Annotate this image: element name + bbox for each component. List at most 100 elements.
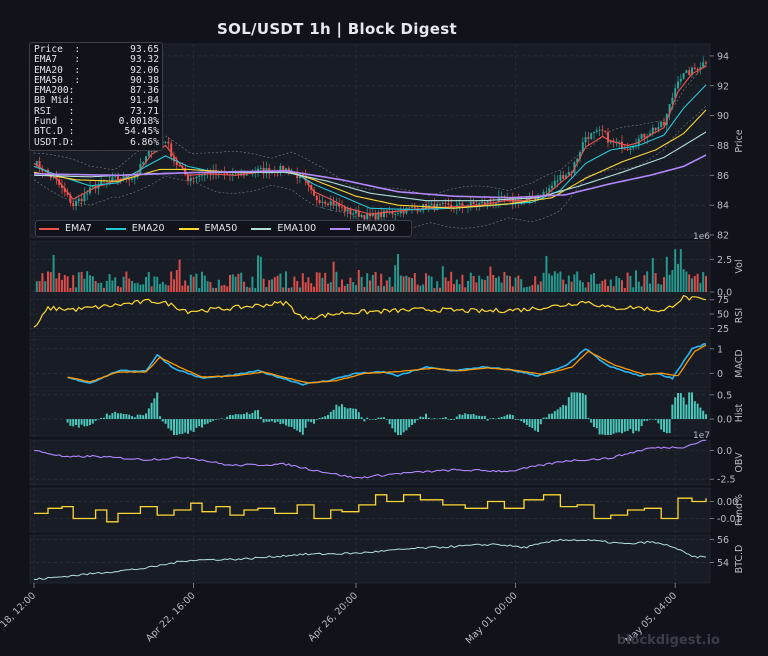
volume-bar	[439, 287, 441, 292]
candle	[679, 78, 682, 82]
volume-bar	[192, 276, 195, 292]
volume-bar	[136, 282, 139, 292]
candle	[77, 198, 80, 202]
candle	[483, 201, 486, 205]
candle	[598, 129, 601, 131]
candle	[259, 167, 262, 169]
hist-bar	[520, 419, 523, 422]
volume-bar	[408, 277, 411, 292]
y-tick-label: 86	[717, 171, 729, 182]
hist-bar	[461, 414, 464, 420]
hist-bar	[307, 419, 310, 422]
panel-macd	[29, 338, 711, 389]
volume-bar	[657, 283, 660, 292]
hist-bar	[640, 419, 643, 427]
volume-bar	[215, 288, 217, 292]
hist-bar	[318, 417, 321, 420]
line-ema7	[33, 65, 707, 215]
candle	[567, 172, 570, 176]
candle	[355, 210, 357, 214]
volume-bar	[553, 271, 556, 292]
volume-bar	[371, 274, 374, 292]
candle	[481, 201, 483, 204]
legend-label: EMA50	[204, 223, 238, 234]
volume-bar	[254, 287, 257, 292]
candle	[565, 175, 567, 179]
volume-bar	[534, 276, 537, 292]
hist-bar	[537, 419, 539, 432]
volume-bar	[301, 273, 304, 292]
hist-bar	[399, 419, 402, 436]
volume-bar	[637, 281, 640, 292]
candle	[458, 203, 461, 205]
volume-bar	[80, 271, 83, 292]
volume-bar	[285, 271, 287, 292]
hist-bar	[363, 419, 366, 422]
hist-bar	[590, 419, 593, 423]
volume-bar	[237, 273, 240, 292]
hist-bar	[615, 419, 618, 433]
volume-bar	[615, 276, 618, 292]
hist-bar	[469, 414, 472, 420]
volume-bar	[481, 279, 483, 292]
legend-label: EMA20	[131, 223, 165, 234]
hist-bar	[492, 418, 495, 420]
hist-bar	[170, 419, 173, 431]
info-label: EMA200:	[34, 85, 75, 97]
volume-bar	[567, 275, 570, 292]
candle	[604, 130, 607, 133]
hist-bar	[623, 419, 626, 432]
hist-bar	[282, 419, 285, 424]
candle	[318, 200, 321, 203]
volume-bar	[304, 282, 307, 292]
hist-bar	[570, 392, 573, 420]
y-axis-label: RSI	[734, 308, 745, 323]
info-value: 54.45%	[124, 126, 159, 138]
hist-bar	[665, 419, 668, 434]
volume-bar	[503, 272, 506, 292]
y-tick-label: -0.01	[717, 514, 742, 525]
panel-rsi	[29, 293, 711, 338]
hist-bar	[229, 414, 231, 420]
hist-bar	[486, 419, 489, 421]
candle	[444, 202, 447, 204]
candle	[173, 156, 175, 162]
hist-bar	[525, 419, 528, 426]
candle	[643, 134, 646, 138]
y-tick-label: 92	[717, 81, 729, 92]
hist-bar	[444, 417, 447, 420]
info-label: EMA7 :	[34, 54, 81, 66]
hist-bar	[114, 411, 117, 420]
hist-bar	[545, 417, 548, 420]
hist-bar	[279, 419, 282, 425]
volume-bar	[444, 277, 447, 292]
volume-bar	[590, 274, 593, 292]
line-macd	[67, 342, 707, 386]
bb-upper	[33, 63, 707, 196]
volume-bar	[47, 271, 49, 292]
candle	[702, 62, 705, 68]
y-axis-label: BTC.D	[734, 545, 745, 574]
hist-bar	[131, 416, 133, 420]
candle	[150, 150, 153, 152]
volume-bar	[646, 271, 649, 292]
volume-bar	[282, 287, 285, 292]
volume-bar	[413, 273, 416, 292]
line-funding	[34, 494, 707, 523]
volume-bar	[363, 286, 366, 292]
hist-bar	[377, 417, 380, 420]
hist-bar	[341, 404, 343, 420]
volume-bar	[677, 263, 679, 292]
hist-bar	[503, 416, 506, 420]
y-tick-label: 84	[717, 201, 729, 212]
volume-bar	[654, 273, 657, 292]
hist-bar	[562, 404, 565, 420]
hist-bar	[453, 419, 455, 420]
volume-bar	[593, 272, 595, 292]
volume-bar	[226, 286, 229, 292]
hist-bar	[674, 397, 677, 420]
hist-bar	[173, 419, 175, 436]
unit-label: 1e7	[693, 431, 710, 441]
candle	[63, 187, 66, 193]
volume-bar	[469, 272, 472, 292]
